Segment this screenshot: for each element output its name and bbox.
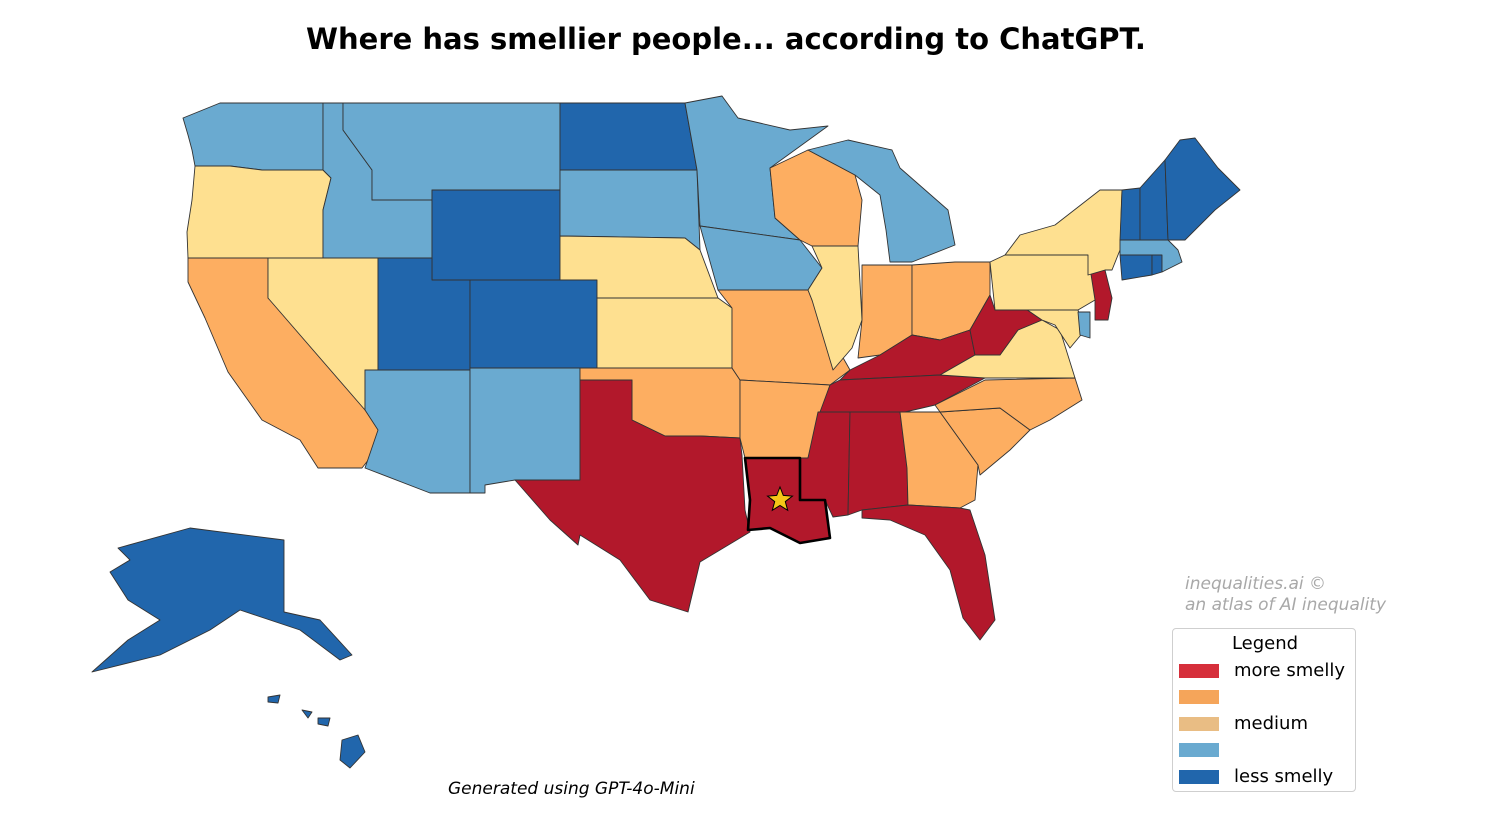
state-florida [861,504,996,641]
state-hawaii [339,734,366,769]
state-north-dakota [559,102,698,171]
state-michigan [807,139,956,263]
state-colorado [469,279,598,369]
credit-line-1: inequalities.ai © [1185,574,1327,594]
state-texas [514,379,751,613]
legend-label: more smelly [1234,660,1345,681]
state-massachusetts [1119,239,1183,273]
map-title: Where has smellier people... according t… [306,22,1146,56]
state-pennsylvania [989,254,1096,311]
state-rhode-island [1151,254,1163,276]
louisiana-star-marker [766,485,794,512]
state-vermont [1119,187,1141,241]
state-delaware [1077,311,1091,339]
legend-swatch [1179,690,1219,704]
state-oregon [186,165,332,259]
legend-swatch [1179,743,1219,757]
state-kansas [596,297,733,369]
legend-swatch [1179,664,1219,678]
state-new-hampshire [1139,159,1169,241]
state-new-mexico [469,367,581,494]
state-hawaii [267,694,281,704]
state-wyoming [431,189,561,281]
state-maine [1164,137,1241,241]
legend-swatch [1179,717,1219,731]
legend-label: less smelly [1234,766,1334,787]
state-hawaii [301,709,313,719]
state-arizona [364,369,471,494]
footer-note: Generated using GPT-4o-Mini [448,779,695,799]
state-illinois [807,245,863,371]
credit-line-2: an atlas of AI inequality [1185,595,1387,615]
legend-swatch [1179,770,1219,784]
map-legend: Legend more smelly medium less smelly [1172,628,1356,792]
legend-title: Legend [1231,633,1299,654]
state-north-carolina [934,377,1083,431]
state-alabama [847,411,909,516]
state-connecticut [1119,254,1153,281]
credit-watermark: inequalities.ai © an atlas of AI inequal… [1185,574,1386,616]
state-montana [342,102,561,201]
state-hawaii [317,717,331,727]
state-washington [182,102,324,171]
legend-label: medium [1234,713,1308,734]
state-alaska [91,527,353,673]
